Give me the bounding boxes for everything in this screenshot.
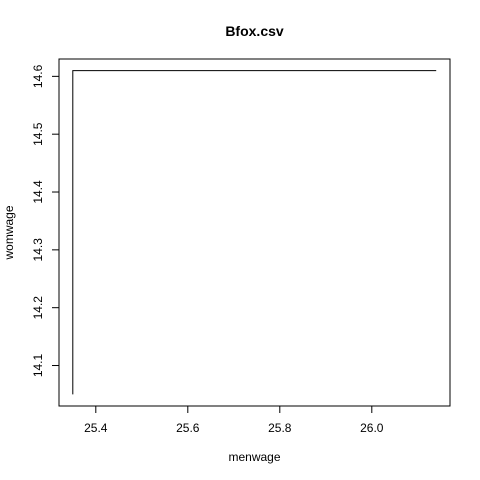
chart-title: Bfox.csv: [225, 23, 284, 39]
series-line-0: [72, 70, 437, 395]
y-tick-label: 14.6: [31, 64, 45, 88]
x-axis-label: menwage: [228, 450, 280, 464]
y-tick-label: 14.5: [31, 122, 45, 146]
y-tick-label: 14.4: [31, 180, 45, 204]
y-tick-label: 14.3: [31, 238, 45, 262]
series-layer: [72, 70, 437, 395]
x-axis: 25.4 25.6 25.8 26.0: [84, 405, 384, 435]
x-tick-label: 25.4: [84, 421, 108, 435]
x-tick-label: 25.6: [176, 421, 200, 435]
plot-frame: [58, 58, 451, 407]
x-tick-label: 26.0: [360, 421, 384, 435]
y-tick-label: 14.1: [31, 353, 45, 377]
y-tick-label: 14.2: [31, 296, 45, 320]
y-axis-label: womwage: [2, 205, 16, 260]
y-axis: 14.1 14.2 14.3 14.4 14.5 14.6: [31, 64, 60, 377]
x-tick-label: 25.8: [268, 421, 292, 435]
